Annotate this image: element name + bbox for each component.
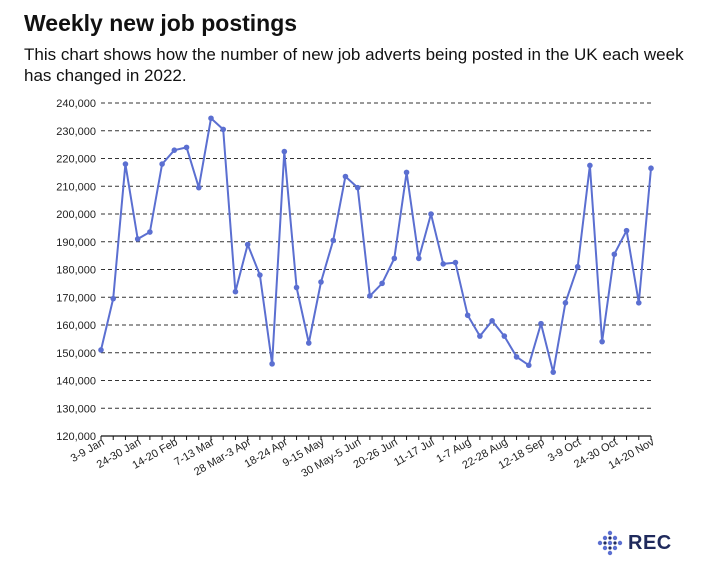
y-tick-label: 230,000 [56,126,96,138]
data-point [648,165,654,172]
rec-logo-text: REC [628,531,672,554]
data-point [415,255,422,262]
data-point [367,293,373,299]
data-point [489,318,495,324]
series-weekly-postings [98,115,654,375]
data-point [562,300,569,306]
data-point [281,148,288,155]
data-point [623,227,630,234]
x-tick-label: 11-17 Jul [392,436,436,469]
series-line [100,117,652,374]
y-tick-label: 240,000 [56,98,96,110]
data-point [587,162,593,169]
rec-logo: REC [597,530,672,556]
data-point [635,300,642,306]
y-tick-label: 170,000 [56,292,96,304]
data-point [550,369,557,375]
data-point [110,295,117,302]
y-tick-label: 130,000 [56,403,96,415]
rec-dots-logo-icon [597,530,623,556]
y-axis-labels: 120,000 130,000 140,000 150,000 160,000 170,0… [56,98,96,443]
data-point [452,259,459,266]
data-point [538,320,544,327]
data-point [244,241,251,248]
grid-lines [101,102,651,409]
y-tick-label: 140,000 [56,376,96,388]
data-point [501,333,508,339]
chart-title: Weekly new job postings [24,10,298,36]
data-point [147,229,153,235]
data-point [330,237,337,244]
data-point [440,261,447,267]
data-point [318,279,324,285]
data-point [379,280,385,287]
data-point [208,115,214,122]
data-point [98,347,104,353]
y-tick-label: 200,000 [56,209,96,221]
y-tick-label: 180,000 [56,265,96,277]
y-tick-label: 160,000 [56,320,96,332]
data-point [293,284,300,291]
x-axis [100,435,652,440]
y-tick-label: 150,000 [56,348,96,360]
data-point [513,354,520,360]
y-tick-label: 120,000 [56,431,96,443]
line-chart: 120,000 130,000 140,000 150,000 160,000 170,0… [56,98,657,480]
data-point [354,184,361,191]
data-point [159,161,165,167]
data-point [391,255,398,262]
data-point [428,211,434,217]
data-point [171,147,178,153]
data-point [525,362,532,369]
y-tick-label: 210,000 [56,181,96,193]
data-point [232,288,239,295]
data-point [611,251,618,258]
data-point [183,144,190,151]
data-point [134,236,141,242]
data-point [477,333,483,339]
data-point [574,263,581,270]
y-tick-label: 190,000 [56,237,96,249]
data-point [599,338,605,345]
data-point [269,361,275,367]
data-point [403,169,410,176]
chart-subtitle: This chart shows how the number of new j… [24,45,684,85]
data-point [122,161,129,167]
data-point [464,312,471,319]
data-point [342,173,349,180]
data-point [195,184,202,191]
data-point [220,126,227,133]
data-point [257,272,263,278]
data-point [305,340,312,346]
y-tick-label: 220,000 [56,154,96,166]
